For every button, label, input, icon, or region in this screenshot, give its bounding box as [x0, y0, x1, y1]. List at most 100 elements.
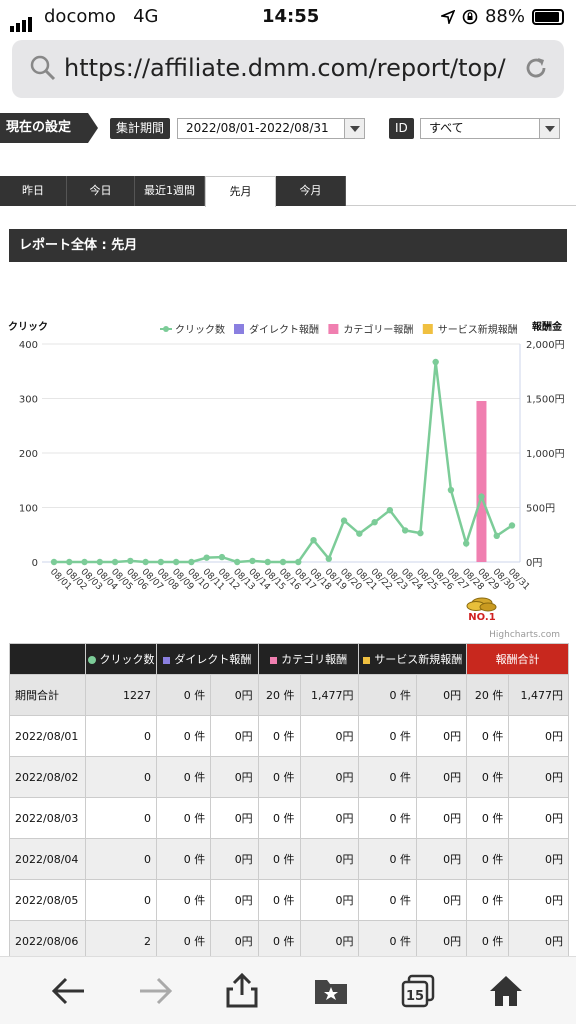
url-text[interactable]: https://affiliate.dmm.com/report/top/ — [64, 54, 506, 82]
green-dot-icon — [87, 656, 96, 664]
cell-clicks: 0 — [85, 797, 157, 839]
location-icon — [440, 9, 455, 24]
y-tick-label: 400 — [19, 340, 38, 351]
coin-icon: NO.1 — [466, 597, 497, 623]
report-table: クリック数 ダイレクト報酬 カテゴリ報酬 サービス新規報酬 報酬合計 期間合計 1… — [9, 643, 569, 962]
chart-credits[interactable]: Highcharts.com — [489, 630, 560, 640]
y-right-tick-label: 0円 — [526, 558, 542, 569]
reload-icon[interactable] — [522, 54, 550, 82]
click-point — [356, 530, 363, 537]
cell-c-amt: 0円 — [299, 715, 360, 757]
click-point — [371, 519, 378, 526]
cell-c-amt: 0円 — [299, 879, 360, 921]
back-button[interactable] — [48, 971, 88, 1011]
tab-last-month[interactable]: 先月 — [205, 176, 276, 207]
header-blank — [9, 643, 86, 675]
period-select[interactable]: 2022/08/01-2022/08/31 — [177, 118, 365, 139]
cell-c-cnt: 0 件 — [257, 879, 301, 921]
y-right-tick-label: 2,000円 — [526, 340, 565, 351]
home-button[interactable] — [486, 971, 526, 1011]
click-point — [310, 537, 317, 544]
click-point — [142, 558, 149, 566]
header-clicks: クリック数 — [85, 643, 157, 675]
header-direct: ダイレクト報酬 — [156, 643, 259, 675]
tab-today[interactable]: 今日 — [67, 176, 135, 206]
bookmarks-button[interactable] — [311, 971, 351, 1011]
tabs-icon: 15 — [401, 974, 435, 1008]
cell-t-amt: 0円 — [508, 715, 569, 757]
click-point — [325, 555, 332, 562]
cell-s-cnt: 0 件 — [358, 756, 417, 798]
rotation-lock-icon — [462, 9, 478, 24]
battery-percent: 88% — [484, 6, 525, 27]
purple-square-icon — [163, 656, 171, 664]
forward-button[interactable] — [136, 971, 176, 1011]
y-tick-label: 100 — [19, 504, 38, 515]
header-service: サービス新規報酬 — [358, 643, 468, 675]
cell-clicks: 1227 — [85, 674, 157, 716]
table-row: 2022/08/04 0 0 件 0円 0 件 0円 0 件 0円 0 件 0円 — [9, 838, 569, 880]
click-point — [66, 558, 73, 566]
clock: 14:55 — [262, 6, 320, 27]
click-point — [508, 522, 516, 529]
cell-c-amt: 0円 — [299, 756, 360, 798]
signal-icon — [10, 11, 34, 32]
tab-this-month[interactable]: 今月 — [276, 176, 346, 206]
period-label: 集計期間 — [110, 118, 171, 139]
cell-d-amt: 0円 — [210, 756, 259, 798]
cell-c-amt: 1,477円 — [299, 674, 360, 716]
y-tick-label: 200 — [19, 449, 38, 460]
cell-clicks: 0 — [85, 879, 157, 921]
row-date: 2022/08/02 — [9, 756, 86, 798]
y-right-tick-label: 1,000円 — [526, 449, 565, 460]
cell-s-amt: 0円 — [415, 674, 468, 716]
cell-d-amt: 0円 — [210, 879, 259, 921]
no1-badge: NO.1 — [458, 594, 506, 623]
network: 4G — [133, 6, 159, 27]
cell-c-cnt: 0 件 — [257, 838, 301, 880]
cell-t-cnt: 0 件 — [466, 715, 510, 757]
cell-d-cnt: 0 件 — [155, 756, 212, 798]
cell-s-amt: 0円 — [415, 838, 468, 880]
tabs-button[interactable]: 15 — [398, 971, 438, 1011]
id-value: すべて — [429, 121, 464, 135]
click-point — [386, 507, 394, 514]
cell-s-cnt: 0 件 — [358, 838, 417, 880]
click-point — [493, 532, 500, 540]
y-tick-label: 300 — [19, 395, 38, 406]
cell-s-cnt: 0 件 — [358, 797, 417, 839]
cell-d-cnt: 0 件 — [155, 674, 212, 716]
chevron-down-icon — [539, 119, 559, 138]
click-point — [432, 358, 439, 366]
address-bar[interactable]: https://affiliate.dmm.com/report/top/ — [12, 40, 564, 98]
click-point — [81, 558, 88, 566]
cell-t-cnt: 0 件 — [466, 838, 510, 880]
legend-item: カテゴリー報酬 — [343, 323, 413, 336]
click-point — [463, 540, 470, 547]
cell-t-amt: 0円 — [508, 797, 569, 839]
click-point — [478, 493, 485, 500]
tabs-count: 15 — [406, 989, 424, 1004]
cell-c-amt: 0円 — [299, 838, 360, 880]
battery-icon — [532, 8, 564, 25]
row-date: 2022/08/05 — [9, 879, 86, 921]
click-point — [203, 554, 210, 561]
badge-text: NO.1 — [468, 612, 495, 622]
cell-s-amt: 0円 — [415, 797, 468, 839]
y-right-tick-label: 1,500円 — [526, 395, 565, 406]
legend-marker — [163, 326, 169, 332]
header-category: カテゴリ報酬 — [257, 643, 360, 675]
cell-clicks: 0 — [85, 715, 157, 757]
id-label: ID — [389, 118, 414, 139]
share-button[interactable] — [222, 971, 262, 1011]
row-date: 2022/08/03 — [9, 797, 86, 839]
id-select[interactable]: すべて — [420, 118, 560, 139]
cell-clicks: 0 — [85, 756, 157, 798]
tab-yesterday[interactable]: 昨日 — [0, 176, 67, 206]
table-summary-row: 期間合計 1227 0 件 0円 20 件 1,477円 0 件 0円 20 件 1,477円 — [9, 674, 569, 716]
cell-t-cnt: 0 件 — [466, 920, 510, 962]
cell-s-cnt: 0 件 — [358, 674, 417, 716]
cell-c-cnt: 20 件 — [257, 674, 301, 716]
click-point — [417, 529, 424, 537]
tab-last-week[interactable]: 最近1週間 — [135, 176, 205, 206]
